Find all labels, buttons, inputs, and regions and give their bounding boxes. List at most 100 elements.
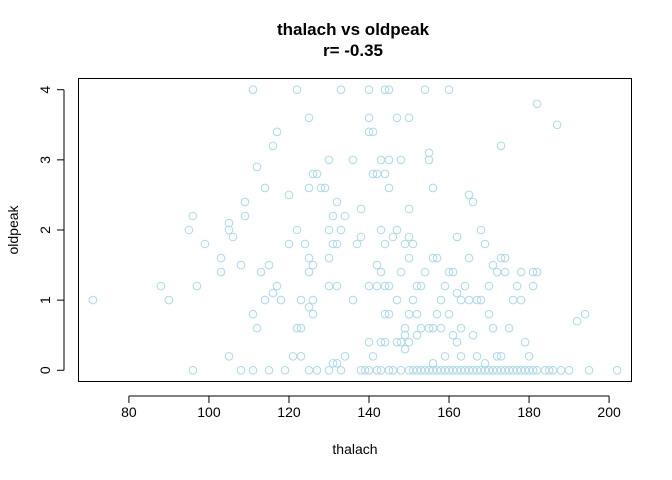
y-axis-label: oldpeak — [5, 204, 21, 254]
data-point — [200, 239, 210, 249]
data-point — [404, 337, 414, 347]
data-point — [292, 85, 302, 94]
data-point — [372, 281, 382, 291]
data-point — [308, 169, 318, 179]
data-point — [252, 162, 262, 172]
data-point — [304, 366, 314, 375]
data-point — [400, 344, 410, 354]
x-tick-label: 140 — [357, 404, 381, 420]
data-point — [248, 309, 258, 319]
data-point — [384, 281, 394, 291]
data-point — [396, 366, 406, 375]
data-point — [464, 190, 474, 200]
data-point — [328, 239, 338, 249]
data-point — [284, 239, 294, 249]
data-point — [356, 204, 366, 214]
x-tick-label: 120 — [277, 404, 301, 420]
data-point — [484, 281, 494, 291]
data-point — [612, 366, 622, 375]
data-point — [320, 183, 330, 193]
data-point — [444, 309, 454, 319]
data-point — [532, 99, 542, 109]
data-point — [328, 211, 338, 221]
data-point — [480, 359, 490, 368]
data-point — [504, 323, 514, 333]
data-point — [508, 295, 518, 305]
data-point — [580, 309, 590, 319]
data-point — [336, 225, 346, 235]
data-point — [456, 352, 466, 361]
data-point — [396, 155, 406, 165]
data-point — [472, 295, 482, 305]
data-point — [224, 225, 234, 235]
data-point — [460, 281, 470, 291]
data-point — [416, 281, 426, 291]
x-tick-label: 160 — [437, 404, 461, 420]
data-point — [384, 309, 394, 319]
data-point — [392, 337, 402, 347]
data-point — [292, 323, 302, 333]
data-point — [364, 281, 374, 291]
data-point — [364, 127, 374, 137]
data-point — [528, 366, 538, 375]
data-point — [332, 281, 342, 291]
data-point — [312, 169, 322, 179]
data-point — [256, 267, 266, 277]
data-point — [292, 225, 302, 235]
data-point — [412, 330, 422, 340]
x-axis: 80 100 120 140 160 180 200 — [121, 395, 621, 420]
data-point — [348, 295, 358, 305]
data-point — [376, 337, 386, 347]
data-point — [368, 352, 378, 361]
data-point — [312, 366, 322, 375]
data-point — [352, 239, 362, 249]
data-point — [164, 295, 174, 305]
data-point — [260, 183, 270, 193]
data-point — [392, 113, 402, 123]
data-point — [304, 267, 314, 277]
data-point — [400, 323, 410, 333]
data-point — [456, 295, 466, 305]
data-point — [476, 295, 486, 305]
data-point — [380, 239, 390, 249]
data-point — [216, 253, 226, 263]
data-point — [376, 155, 386, 165]
data-point — [328, 359, 338, 368]
data-point — [324, 225, 334, 235]
data-point — [464, 253, 474, 263]
data-point — [280, 366, 290, 375]
data-point — [452, 232, 462, 242]
data-point — [308, 295, 318, 305]
data-point — [380, 281, 390, 291]
data-point — [332, 359, 342, 368]
y-tick-label: 3 — [37, 156, 53, 164]
data-point — [236, 260, 246, 270]
data-point — [268, 141, 278, 151]
x-tick-label: 100 — [197, 404, 221, 420]
data-point — [392, 295, 402, 305]
data-point — [436, 295, 446, 305]
data-point — [412, 281, 422, 291]
data-point — [428, 253, 438, 263]
data-point — [224, 352, 234, 361]
data-point — [264, 366, 274, 375]
data-point — [300, 239, 310, 249]
data-point — [360, 366, 370, 375]
data-point — [368, 127, 378, 137]
data-point — [216, 267, 226, 277]
data-point — [484, 309, 494, 319]
data-point — [500, 267, 510, 277]
data-point — [380, 309, 390, 319]
data-point — [472, 352, 482, 361]
data-point — [324, 366, 334, 375]
data-point — [448, 267, 458, 277]
data-point — [240, 197, 250, 207]
data-point — [296, 352, 306, 361]
data-point — [428, 359, 438, 368]
x-axis-label: thalach — [332, 441, 377, 457]
data-point — [428, 183, 438, 193]
data-point — [476, 225, 486, 235]
data-point — [488, 260, 498, 270]
data-point — [304, 302, 314, 312]
y-tick-label: 1 — [37, 296, 53, 304]
